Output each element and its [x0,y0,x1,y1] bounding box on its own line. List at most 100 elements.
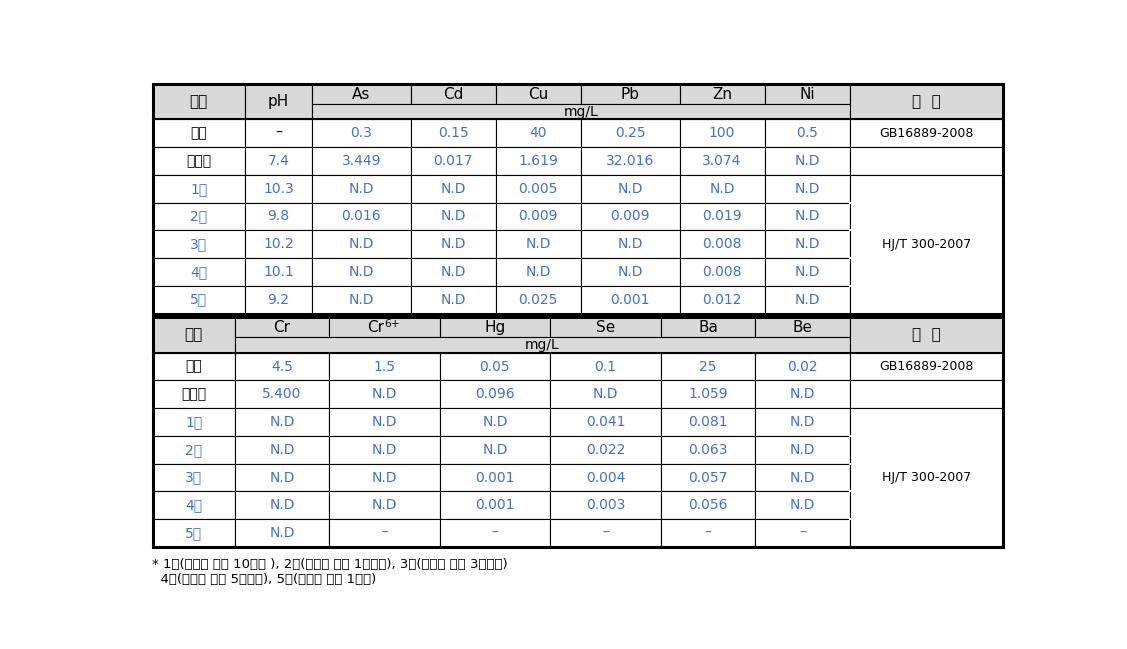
Text: Cr: Cr [366,320,383,335]
Bar [329,380,440,408]
Text: 0.005: 0.005 [518,182,558,196]
Bar [234,436,329,463]
Bar [850,353,1003,380]
Bar [312,230,410,258]
Text: 0.02: 0.02 [787,360,818,374]
Bar [329,491,440,519]
Text: HJ/T 300-2007: HJ/T 300-2007 [881,238,970,251]
Bar [152,147,245,175]
Bar [764,286,850,313]
Text: 0.001: 0.001 [611,293,650,306]
Text: N.D: N.D [790,471,815,485]
Text: N.D: N.D [790,443,815,457]
Text: 0.063: 0.063 [689,443,728,457]
Text: N.D: N.D [441,237,465,251]
Bar [550,463,660,491]
Text: N.D: N.D [795,182,819,196]
Bar [234,463,329,491]
Text: 0.3: 0.3 [350,127,372,140]
Bar [152,317,234,353]
Text: 1회: 1회 [185,415,202,429]
Bar [329,408,440,436]
Text: * 1회(안정화 처리 10일후 ), 2회(안정화 처리 1개월후), 3회(안정화 처리 3개월후): * 1회(안정화 처리 10일후 ), 2회(안정화 처리 1개월후), 3회(… [152,557,508,570]
Bar [245,119,312,147]
Bar [580,175,680,202]
Text: Ba: Ba [698,320,718,335]
Text: 0.022: 0.022 [586,443,625,457]
Bar [580,147,680,175]
Text: 0.019: 0.019 [702,210,742,223]
Bar [245,258,312,286]
Text: N.D: N.D [790,387,815,401]
Bar [234,519,329,547]
Bar [152,491,234,519]
Bar [312,286,410,313]
Text: 5.400: 5.400 [263,387,302,401]
Text: –: – [491,526,498,540]
Text: 비  고: 비 고 [912,94,941,109]
Text: 0.008: 0.008 [702,237,742,251]
Bar [680,258,764,286]
Bar [152,436,234,463]
Text: N.D: N.D [482,443,507,457]
Text: GB16889-2008: GB16889-2008 [879,360,974,373]
Bar [496,286,580,313]
Bar [660,317,755,337]
Text: 9.2: 9.2 [267,293,290,306]
Text: 0.009: 0.009 [518,210,558,223]
Text: N.D: N.D [618,265,642,279]
Bar [550,408,660,436]
Bar [580,286,680,313]
Text: –: – [381,526,388,540]
Text: 기준: 기준 [190,127,207,140]
Bar [660,491,755,519]
Bar [550,317,660,337]
Text: N.D: N.D [269,498,294,512]
Bar [410,119,496,147]
Bar [755,519,850,547]
Bar [755,463,850,491]
Text: Be: Be [792,320,813,335]
Text: –: – [602,526,609,540]
Bar [850,380,1003,408]
Bar [245,147,312,175]
Text: 0.016: 0.016 [341,210,381,223]
Text: N.D: N.D [593,387,619,401]
Text: 처리전: 처리전 [186,154,211,168]
Text: N.D: N.D [795,293,819,306]
Bar [312,202,410,230]
Text: 5회: 5회 [190,293,207,306]
Bar [234,408,329,436]
Text: 0.001: 0.001 [476,498,515,512]
Bar [440,317,550,337]
Bar [152,202,245,230]
Bar [660,519,755,547]
Text: 0.057: 0.057 [689,471,728,485]
Text: 10.3: 10.3 [263,182,294,196]
Bar [410,230,496,258]
Text: N.D: N.D [372,443,397,457]
Bar [850,119,1003,147]
Text: N.D: N.D [709,182,735,196]
Text: Cd: Cd [443,86,463,101]
Bar [755,491,850,519]
Text: 0.15: 0.15 [438,127,469,140]
Bar [410,258,496,286]
Text: N.D: N.D [372,498,397,512]
Bar [550,353,660,380]
Bar [152,353,234,380]
Text: N.D: N.D [525,265,551,279]
Text: 4.5: 4.5 [270,360,293,374]
Bar [850,147,1003,175]
Text: 25: 25 [699,360,717,374]
Bar [550,380,660,408]
Text: Ni: Ni [799,86,815,101]
Bar [496,119,580,147]
Text: 3.074: 3.074 [702,154,742,168]
Text: 0.041: 0.041 [586,415,625,429]
Bar [680,202,764,230]
Text: Pb: Pb [621,86,640,101]
Text: N.D: N.D [441,182,465,196]
Bar [245,286,312,313]
Bar [234,491,329,519]
